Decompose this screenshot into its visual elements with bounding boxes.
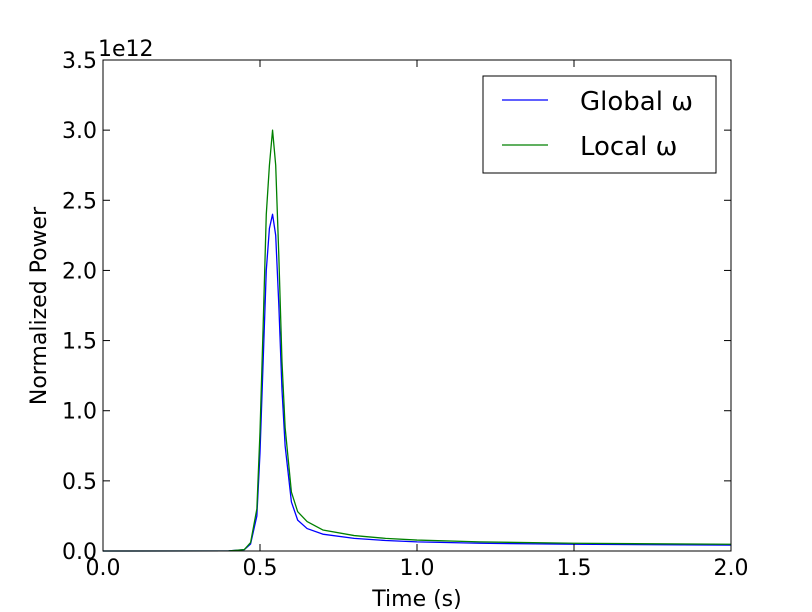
y-tick-label: 1.5 (62, 330, 97, 355)
y-offset-label: 1e12 (98, 37, 154, 62)
y-tick-label: 3.0 (62, 119, 97, 144)
x-tick-label: 1.5 (557, 556, 592, 581)
x-tick-label: 2.0 (714, 556, 749, 581)
series-line-1 (102, 129, 732, 552)
y-tick-label: 2.5 (62, 189, 97, 214)
y-tick-label: 1.0 (62, 400, 97, 425)
series-line-0 (102, 213, 732, 552)
legend-box (482, 75, 717, 174)
x-tick-label: 0.5 (243, 556, 278, 581)
axis-ticks (102, 59, 732, 552)
y-tick-label: 0.0 (62, 540, 97, 565)
legend: Global ω Local ω (482, 75, 717, 174)
x-tick-label: 1.0 (400, 556, 435, 581)
y-axis-label: Normalized Power (27, 206, 52, 405)
y-tick-label: 0.5 (62, 470, 97, 495)
legend-label-local: Local ω (580, 132, 677, 162)
legend-label-global: Global ω (580, 87, 693, 117)
y-tick-label: 3.5 (62, 49, 97, 74)
y-tick-label: 2.0 (62, 259, 97, 284)
series-lines (102, 129, 732, 552)
x-tick-label: 0.0 (86, 556, 121, 581)
tick-labels: 0.0 0.5 1.0 1.5 2.0 0.0 0.5 1.0 1.5 2.0 2.5 3.0 3.5 (62, 49, 749, 581)
x-axis-label: Time (s) (371, 587, 461, 612)
